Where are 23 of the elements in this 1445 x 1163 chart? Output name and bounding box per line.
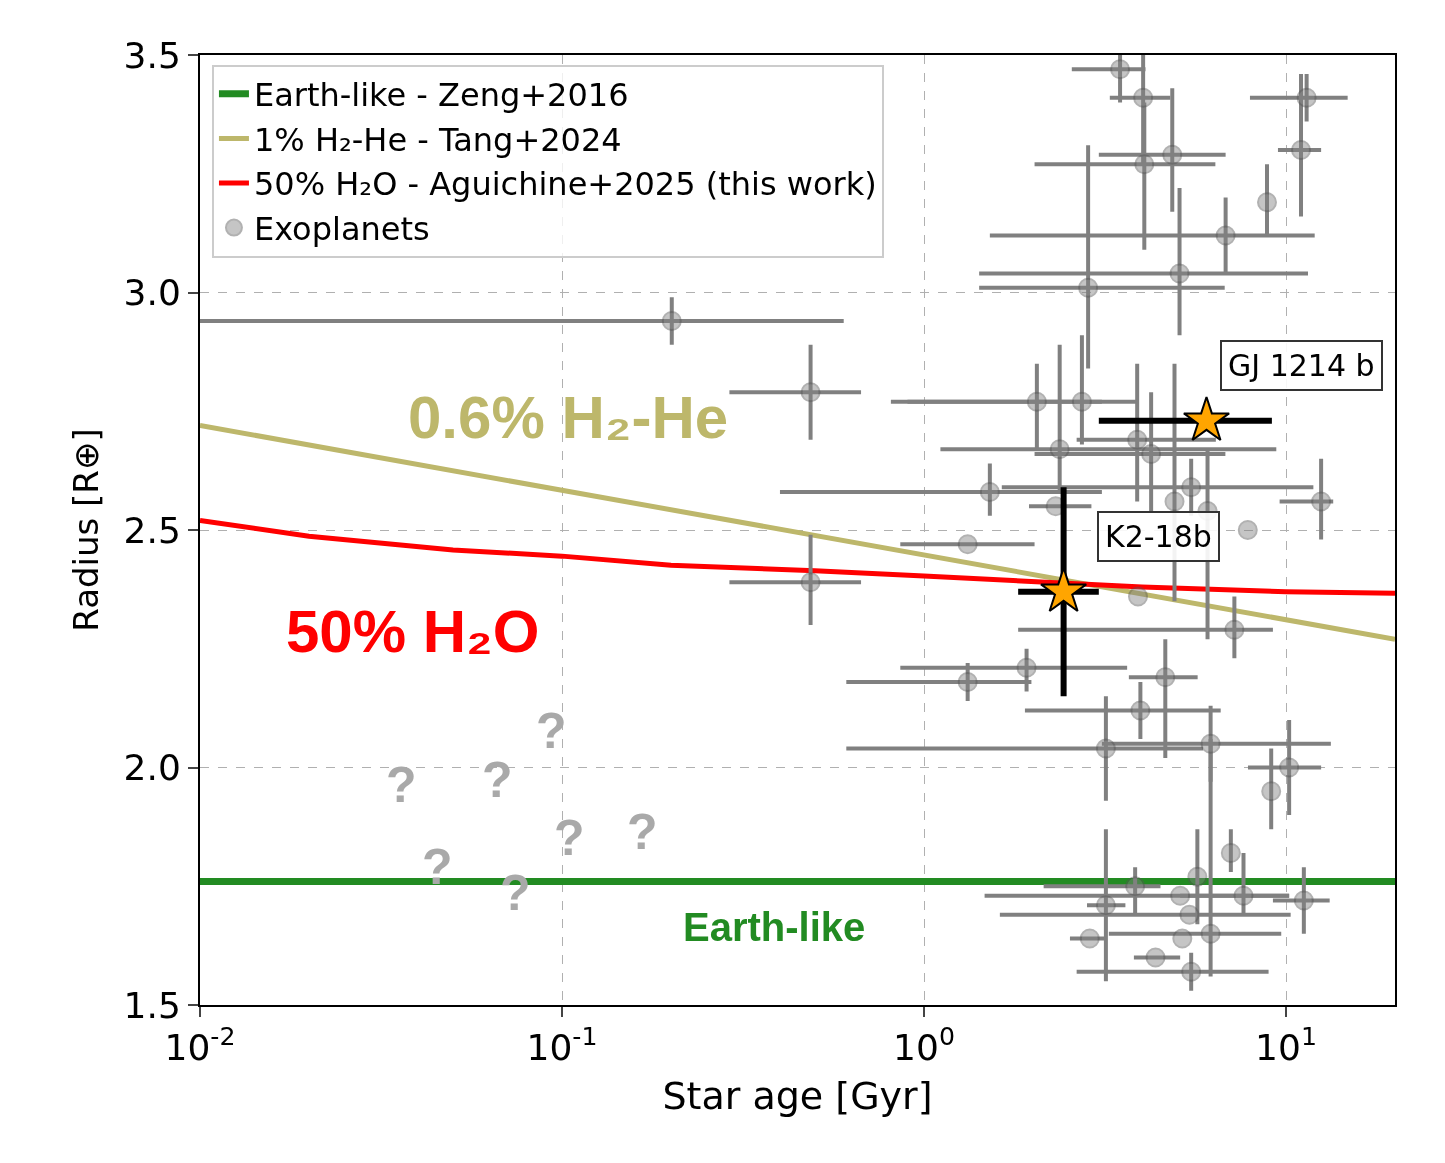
annotation: GJ 1214 b bbox=[1228, 348, 1375, 383]
annotation: ? bbox=[482, 752, 513, 808]
legend-label: Exoplanets bbox=[253, 210, 430, 249]
annotation: 50% H₂O bbox=[286, 598, 540, 665]
legend-label: Earth-like - Zeng+2016 bbox=[253, 76, 629, 115]
annotation: ? bbox=[627, 804, 658, 860]
y-tick-label: 2.5 bbox=[123, 509, 181, 551]
x-tick-label: 10$^{1}$ bbox=[1255, 1022, 1317, 1069]
annotation: K2-18b bbox=[1105, 519, 1212, 554]
x-tick-label: 10$^{0}$ bbox=[893, 1022, 955, 1069]
x-tick-label: 10$^{-1}$ bbox=[526, 1022, 598, 1069]
annotation: ? bbox=[536, 703, 567, 759]
y-tick-label: 3.0 bbox=[123, 272, 181, 314]
y-tick-label: 2.0 bbox=[123, 747, 181, 789]
annotation: ? bbox=[554, 810, 585, 866]
annotation: 0.6% H₂-He bbox=[408, 384, 729, 451]
annotation: ? bbox=[386, 757, 417, 813]
y-axis-title: Radius [R⊕] bbox=[65, 428, 106, 632]
legend-label: 50% H₂O - Aguichine+2025 (this work) bbox=[253, 165, 877, 204]
x-axis-title: Star age [Gyr] bbox=[662, 1073, 933, 1118]
y-tick-label: 3.5 bbox=[123, 34, 181, 76]
legend-label: 1% H₂-He - Tang+2024 bbox=[253, 120, 622, 159]
annotation: Earth-like bbox=[683, 905, 866, 949]
